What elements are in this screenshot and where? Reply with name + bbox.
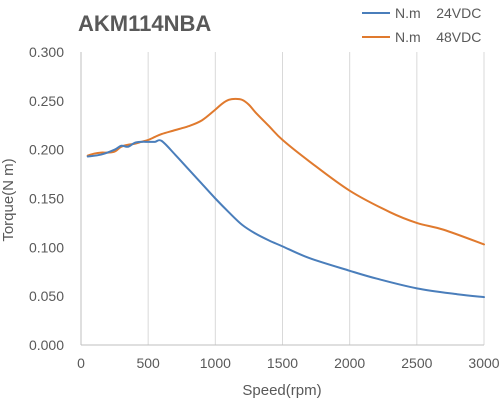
x-tick-label: 0	[77, 355, 85, 371]
legend: N.m 24VDC N.m 48VDC	[362, 5, 481, 45]
x-tick-label: 2500	[401, 355, 432, 371]
series-line-1	[86, 97, 485, 246]
y-axis-label: Torque(N m)	[0, 158, 17, 241]
x-tick-label: 3000	[468, 355, 499, 371]
x-axis-label: Speed(rpm)	[242, 382, 321, 399]
series-lines	[86, 97, 485, 299]
y-tick-label: 0.300	[29, 44, 64, 60]
x-tick-label: 1500	[267, 355, 298, 371]
x-tick-label: 500	[136, 355, 160, 371]
legend-label: N.m 24VDC	[395, 5, 481, 21]
x-tick-label: 2000	[334, 355, 365, 371]
y-tick-label: 0.100	[29, 239, 64, 255]
gridlines	[147, 52, 485, 345]
chart-title: AKM114NBA	[78, 11, 211, 36]
axes	[80, 52, 484, 346]
x-tick-labels: 0 500 1000 1500 2000 2500 3000	[77, 355, 500, 371]
legend-label: N.m 48VDC	[395, 29, 481, 45]
y-tick-label: 0.200	[29, 142, 64, 158]
y-tick-label: 0.050	[29, 288, 64, 304]
y-tick-label: 0.150	[29, 191, 64, 207]
y-tick-label: 0.250	[29, 93, 64, 109]
series-line-0	[86, 139, 485, 299]
y-tick-labels: 0.000 0.050 0.100 0.150 0.200 0.250 0.300	[29, 44, 64, 353]
y-tick-label: 0.000	[29, 337, 64, 353]
x-tick-label: 1000	[200, 355, 231, 371]
